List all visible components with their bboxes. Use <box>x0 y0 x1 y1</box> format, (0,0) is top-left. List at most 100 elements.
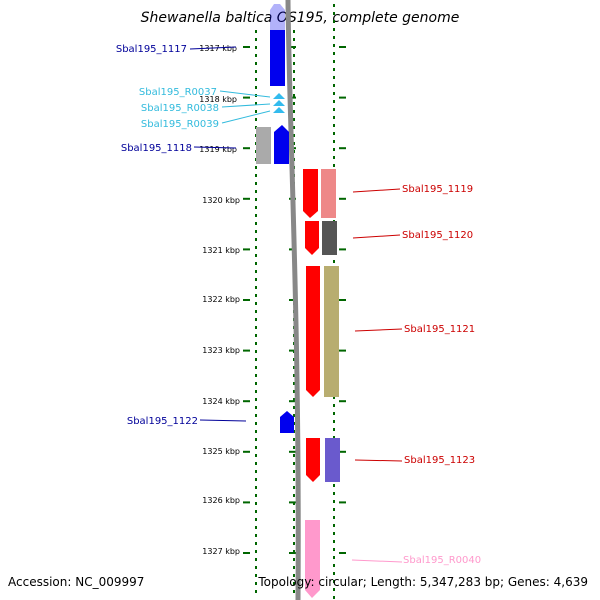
tick-dot <box>255 422 257 425</box>
genome-backbone <box>285 0 301 600</box>
gene-features <box>256 4 340 598</box>
tick-dot <box>293 110 295 113</box>
tick-dot <box>255 86 257 89</box>
tick-dot <box>293 134 295 137</box>
tick-label: 1318 kbp <box>199 95 237 104</box>
tick-dot <box>333 36 335 39</box>
tick-label: 1325 kbp <box>202 447 240 456</box>
tick-dot <box>293 574 295 577</box>
gene-arrow-sbal195-1123[interactable] <box>306 438 320 482</box>
tick-dot <box>333 4 335 7</box>
tick-dot <box>293 70 295 73</box>
cog-block-sbal195-1121 <box>324 266 339 397</box>
pseudogene-sbal195-r0040[interactable] <box>305 520 320 598</box>
major-tick <box>243 349 250 352</box>
gene-label-sbal195-1117[interactable]: Sbal195_1117 <box>116 44 187 55</box>
tick-dot <box>255 358 257 361</box>
major-tick <box>243 501 250 504</box>
tick-dot <box>293 358 295 361</box>
trna-arrow-sbal195-r0039[interactable] <box>273 107 285 113</box>
tick-dot <box>255 102 257 105</box>
tick-dot <box>255 590 257 593</box>
tick-dot <box>293 510 295 513</box>
gene-arrow-sbal195-1120[interactable] <box>305 221 319 255</box>
major-tick <box>243 96 250 99</box>
major-tick <box>289 450 296 453</box>
tick-dot <box>255 574 257 577</box>
tick-label: 1323 kbp <box>202 346 240 355</box>
tick-dot <box>293 406 295 409</box>
tick-dot <box>255 542 257 545</box>
gene-label-sbal195-1122[interactable]: Sbal195_1122 <box>127 416 198 427</box>
tick-dot <box>333 420 335 423</box>
tick-dot <box>255 30 257 33</box>
tick-dot <box>255 390 257 393</box>
tick-dot <box>293 366 295 369</box>
tick-dot <box>333 148 335 151</box>
tick-dot <box>255 222 257 225</box>
gene-label-sbal195-r0038[interactable]: Sbal195_R0038 <box>141 103 219 114</box>
tick-dot <box>293 550 295 553</box>
tick-label: 1320 kbp <box>202 196 240 205</box>
tick-dot <box>333 532 335 535</box>
tick-dot <box>255 254 257 257</box>
tick-dot <box>293 558 295 561</box>
gene-label-sbal195-r0037[interactable]: Sbal195_R0037 <box>139 87 217 98</box>
gene-arrow-sbal195-1121[interactable] <box>306 266 320 397</box>
label-leader-lines <box>189 46 403 563</box>
tick-label: 1321 kbp <box>202 246 240 255</box>
tick-dot <box>293 526 295 529</box>
gene-labels: Sbal195_1117 Sbal195_R0037 Sbal195_R0038… <box>116 44 481 566</box>
tick-dot <box>255 118 257 121</box>
gene-label-sbal195-1121[interactable]: Sbal195_1121 <box>404 324 475 335</box>
tick-dot <box>293 590 295 593</box>
tick-dot <box>255 318 257 321</box>
tick-dot <box>333 20 335 23</box>
tick-label: 1324 kbp <box>202 397 240 406</box>
tick-dot <box>293 62 295 65</box>
major-tick <box>243 248 250 251</box>
major-tick <box>289 349 296 352</box>
leader-sbal195-1117 <box>189 46 237 50</box>
tick-dot <box>333 12 335 15</box>
gene-label-sbal195-1120[interactable]: Sbal195_1120 <box>402 230 473 241</box>
tick-dot <box>293 470 295 473</box>
tick-dot <box>333 516 335 519</box>
gene-label-sbal195-1118[interactable]: Sbal195_1118 <box>121 143 192 154</box>
tick-dot <box>255 214 257 217</box>
trna-arrow-sbal195-r0037[interactable] <box>273 93 285 99</box>
tick-dot <box>255 238 257 241</box>
major-tick <box>243 299 250 301</box>
tick-dot <box>333 260 335 263</box>
tick-dot <box>255 310 257 313</box>
tick-label: 1322 kbp <box>202 295 240 304</box>
tick-dot <box>255 206 257 209</box>
gene-arrow-sbal195-1117-body[interactable] <box>270 30 285 86</box>
gene-arrow-sbal195-1119[interactable] <box>303 169 318 218</box>
tick-dot <box>333 404 335 407</box>
tick-dot <box>255 350 257 353</box>
tick-dot <box>293 142 295 145</box>
tick-dot <box>255 566 257 569</box>
tick-dot <box>255 414 257 417</box>
gene-label-sbal195-1123[interactable]: Sbal195_1123 <box>404 455 475 466</box>
tick-dot <box>333 596 335 599</box>
gene-label-sbal195-r0040[interactable]: Sbal195_R0040 <box>403 555 481 566</box>
tick-dot <box>333 508 335 511</box>
gene-arrow-sbal195-1122[interactable] <box>280 411 294 433</box>
trna-arrow-sbal195-r0038[interactable] <box>273 100 285 106</box>
tick-dot <box>255 518 257 521</box>
major-tick <box>243 552 250 554</box>
gene-label-sbal195-1119[interactable]: Sbal195_1119 <box>402 184 473 195</box>
cog-block-sbal195-1119 <box>321 169 336 218</box>
tick-dot <box>255 62 257 65</box>
gene-label-sbal195-r0039[interactable]: Sbal195_R0039 <box>141 119 219 130</box>
gene-arrow-sbal195-1118[interactable] <box>274 125 289 164</box>
tick-dot <box>293 486 295 489</box>
tick-dot <box>333 44 335 47</box>
tick-label: 1327 kbp <box>202 547 240 556</box>
tick-dot <box>333 484 335 487</box>
cog-block-sbal195-1123 <box>325 438 340 482</box>
tick-dot <box>293 494 295 497</box>
tick-dot <box>333 124 335 127</box>
